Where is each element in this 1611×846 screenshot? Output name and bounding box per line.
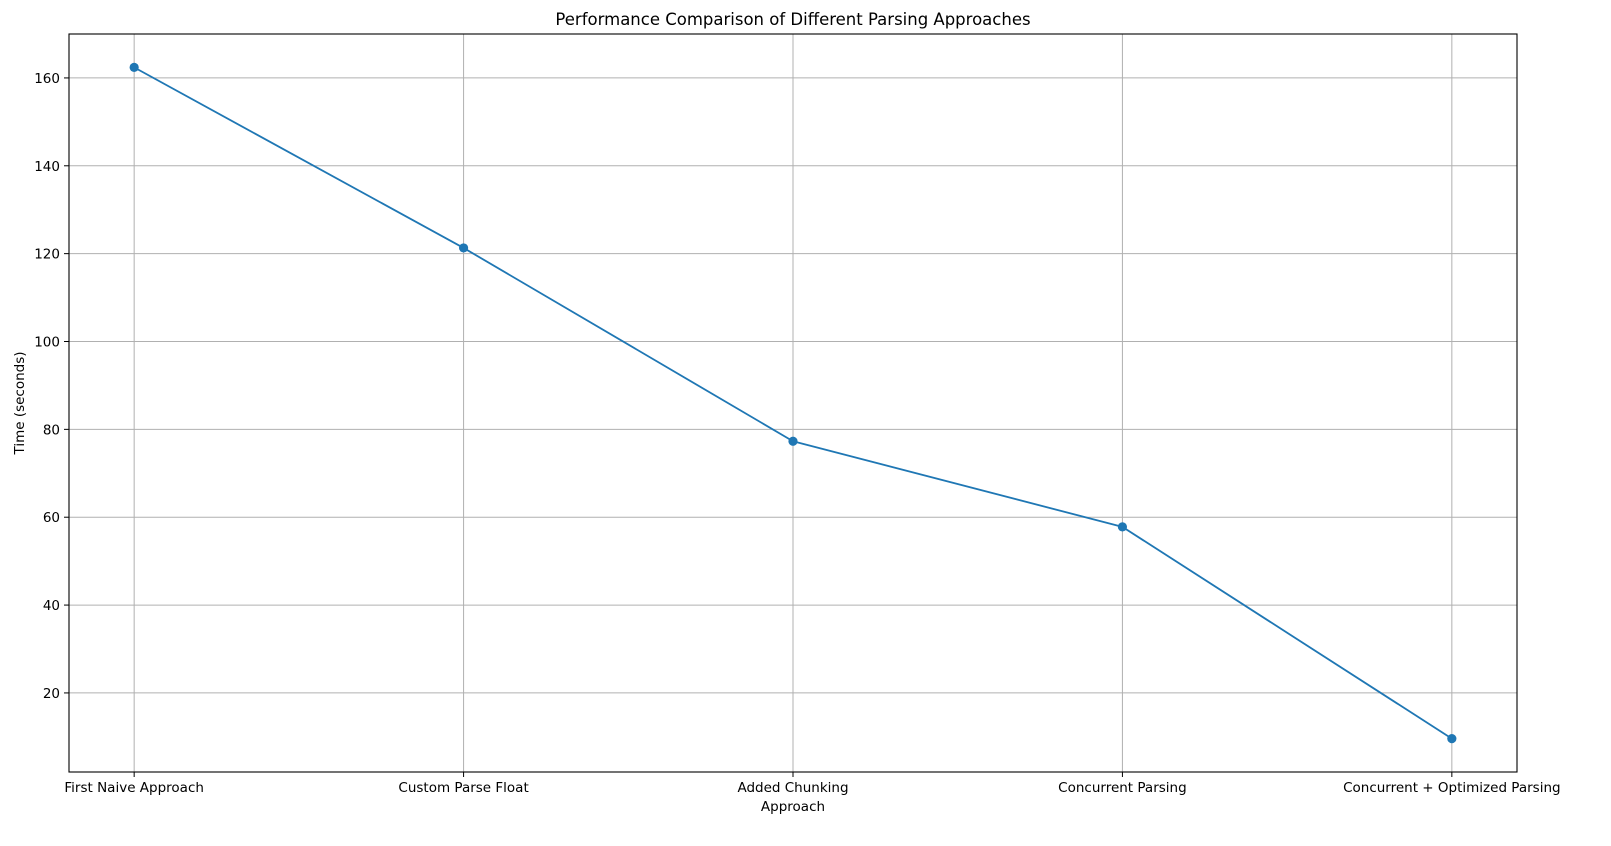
- data-point-marker: [129, 62, 139, 72]
- y-tick-label: 120: [34, 247, 60, 263]
- data-point-marker: [1117, 522, 1128, 532]
- x-tick-label: Custom Parse Float: [398, 780, 528, 796]
- y-tick-label: 160: [34, 71, 60, 87]
- y-tick-label: 100: [34, 335, 60, 351]
- y-tick-label: 80: [43, 422, 60, 438]
- data-point-marker: [788, 436, 798, 446]
- y-axis-label: Time (seconds): [12, 351, 28, 455]
- grid-lines: [69, 34, 1517, 772]
- data-point-marker: [1447, 734, 1457, 744]
- x-axis-label: Approach: [761, 799, 825, 815]
- y-tick-label: 60: [43, 510, 60, 526]
- data-point-marker: [458, 243, 469, 253]
- y-tick-label: 20: [43, 686, 60, 702]
- y-tick-label: 140: [34, 159, 60, 175]
- series-layer: [129, 62, 1457, 744]
- x-tick-label: Concurrent Parsing: [1058, 780, 1187, 796]
- tick-layer: First Naive Approach Custom Parse Float Ad…: [34, 71, 1560, 796]
- x-tick-label: Added Chunking: [737, 780, 848, 796]
- y-tick-label: 40: [43, 598, 60, 614]
- x-tick-label: First Naive Approach: [64, 780, 204, 796]
- chart-title: Performance Comparison of Different Pars…: [555, 10, 1030, 29]
- x-tick-label: Concurrent + Optimized Parsing: [1343, 780, 1561, 796]
